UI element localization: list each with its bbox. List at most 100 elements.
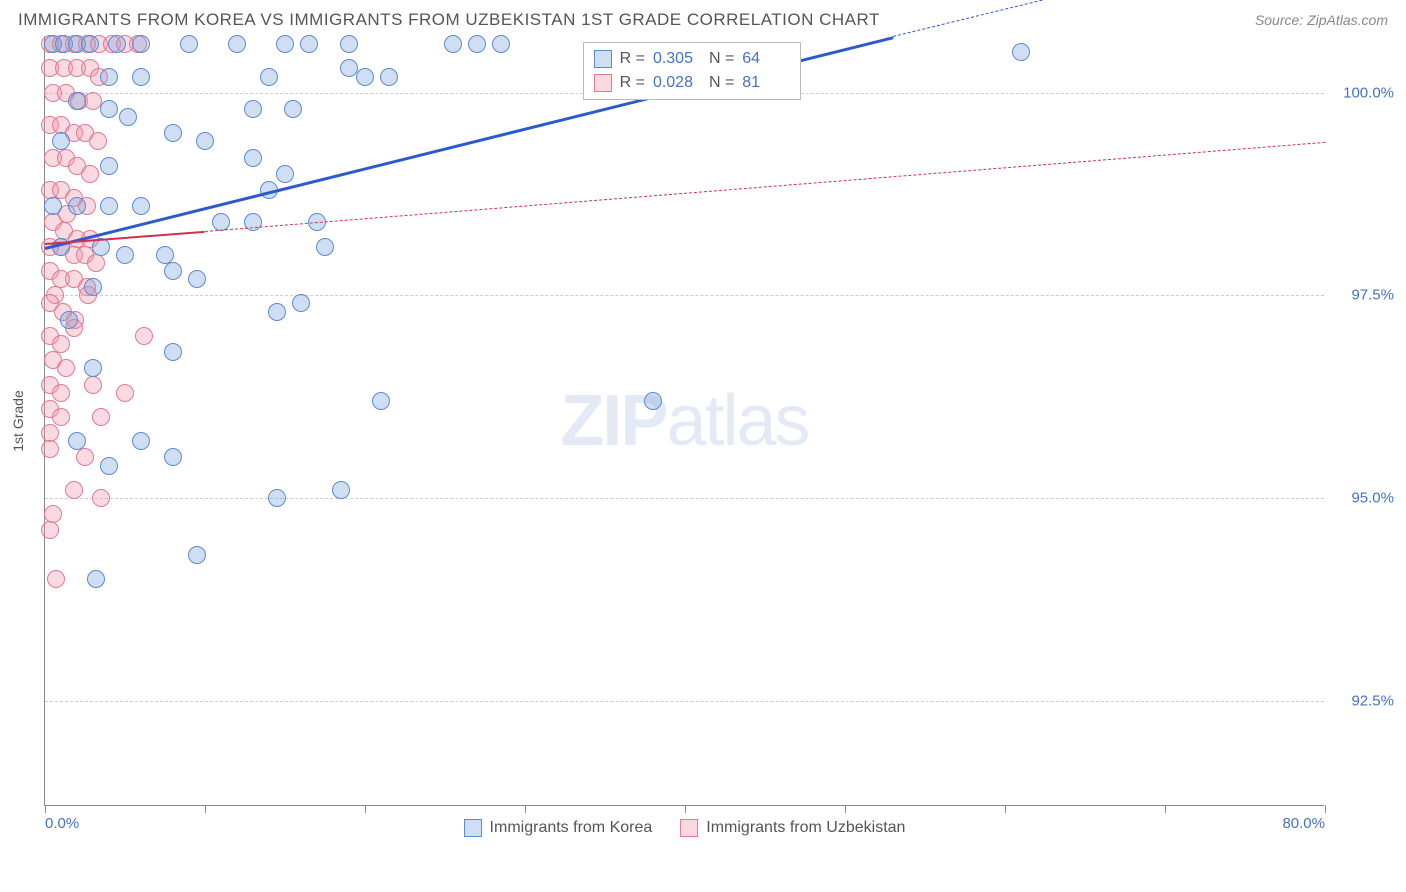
data-point — [68, 197, 86, 215]
data-point — [119, 108, 137, 126]
data-point — [100, 100, 118, 118]
swatch-icon — [594, 50, 612, 68]
stats-legend-row: R = 0.305 N = 64 — [594, 47, 791, 71]
trend-line — [205, 141, 1325, 231]
data-point — [81, 165, 99, 183]
r-label: R = — [620, 74, 645, 92]
r-value: 0.028 — [653, 74, 701, 92]
stats-legend: R =0.305N =64R =0.028N =81 — [583, 42, 802, 100]
legend-label: Immigrants from Uzbekistan — [706, 819, 905, 837]
x-tick — [45, 805, 46, 813]
y-tick-label: 97.5% — [1334, 287, 1394, 304]
data-point — [100, 68, 118, 86]
data-point — [52, 335, 70, 353]
data-point — [268, 489, 286, 507]
watermark: ZIPatlas — [560, 380, 808, 462]
data-point — [81, 35, 99, 53]
stats-legend-row: R =0.028N =81 — [594, 71, 791, 95]
data-point — [276, 35, 294, 53]
data-point — [164, 124, 182, 142]
watermark-atlas: atlas — [666, 380, 808, 462]
n-label: N = — [709, 74, 734, 92]
source-label: Source: ZipAtlas.com — [1255, 12, 1388, 28]
data-point — [84, 278, 102, 296]
swatch-icon — [594, 74, 612, 92]
data-point — [41, 521, 59, 539]
data-point — [444, 35, 462, 53]
data-point — [65, 481, 83, 499]
data-point — [84, 359, 102, 377]
data-point — [244, 213, 262, 231]
data-point — [316, 238, 334, 256]
x-tick — [205, 805, 206, 813]
data-point — [132, 432, 150, 450]
y-axis-label: 1st Grade — [10, 390, 26, 451]
data-point — [356, 68, 374, 86]
data-point — [92, 489, 110, 507]
data-point — [87, 570, 105, 588]
data-point — [47, 570, 65, 588]
data-point — [52, 132, 70, 150]
data-point — [228, 35, 246, 53]
data-point — [52, 384, 70, 402]
x-tick — [1325, 805, 1326, 813]
legend-item: Immigrants from Uzbekistan — [680, 819, 905, 837]
data-point — [87, 254, 105, 272]
x-tick — [1005, 805, 1006, 813]
data-point — [89, 132, 107, 150]
x-tick-label: 0.0% — [45, 815, 79, 832]
data-point — [135, 327, 153, 345]
r-label: R = — [620, 50, 645, 68]
swatch-icon — [464, 819, 482, 837]
x-tick — [365, 805, 366, 813]
gridline-h — [45, 498, 1324, 499]
data-point — [76, 448, 94, 466]
data-point — [100, 157, 118, 175]
data-point — [116, 384, 134, 402]
data-point — [276, 165, 294, 183]
data-point — [492, 35, 510, 53]
data-point — [100, 457, 118, 475]
chart-title: IMMIGRANTS FROM KOREA VS IMMIGRANTS FROM… — [18, 10, 880, 30]
data-point — [260, 68, 278, 86]
data-point — [196, 132, 214, 150]
chart-wrap: 1st Grade ZIPatlas 0.0%80.0% Immigrants … — [24, 36, 1406, 806]
x-tick — [845, 805, 846, 813]
data-point — [164, 343, 182, 361]
data-point — [244, 149, 262, 167]
swatch-icon — [680, 819, 698, 837]
data-point — [132, 68, 150, 86]
data-point — [60, 311, 78, 329]
y-tick-label: 95.0% — [1334, 490, 1394, 507]
n-value: 64 — [742, 50, 790, 68]
data-point — [57, 359, 75, 377]
data-point — [44, 197, 62, 215]
gridline-h — [45, 295, 1324, 296]
n-label: N = — [709, 50, 734, 68]
data-point — [44, 505, 62, 523]
data-point — [132, 197, 150, 215]
data-point — [292, 294, 310, 312]
bottom-legend: Immigrants from Korea Immigrants from Uzb… — [464, 819, 906, 837]
data-point — [380, 68, 398, 86]
data-point — [108, 35, 126, 53]
gridline-h — [45, 701, 1324, 702]
data-point — [68, 432, 86, 450]
data-point — [188, 270, 206, 288]
data-point — [68, 92, 86, 110]
x-tick — [525, 805, 526, 813]
x-tick-label: 80.0% — [1282, 815, 1325, 832]
data-point — [340, 35, 358, 53]
data-point — [284, 100, 302, 118]
data-point — [372, 392, 390, 410]
data-point — [332, 481, 350, 499]
data-point — [92, 408, 110, 426]
data-point — [132, 35, 150, 53]
data-point — [1012, 43, 1030, 61]
r-value: 0.305 — [653, 50, 701, 68]
legend-item: Immigrants from Korea — [464, 819, 653, 837]
legend-label: Immigrants from Korea — [490, 819, 653, 837]
data-point — [188, 546, 206, 564]
x-tick — [1165, 805, 1166, 813]
y-tick-label: 100.0% — [1334, 84, 1394, 101]
